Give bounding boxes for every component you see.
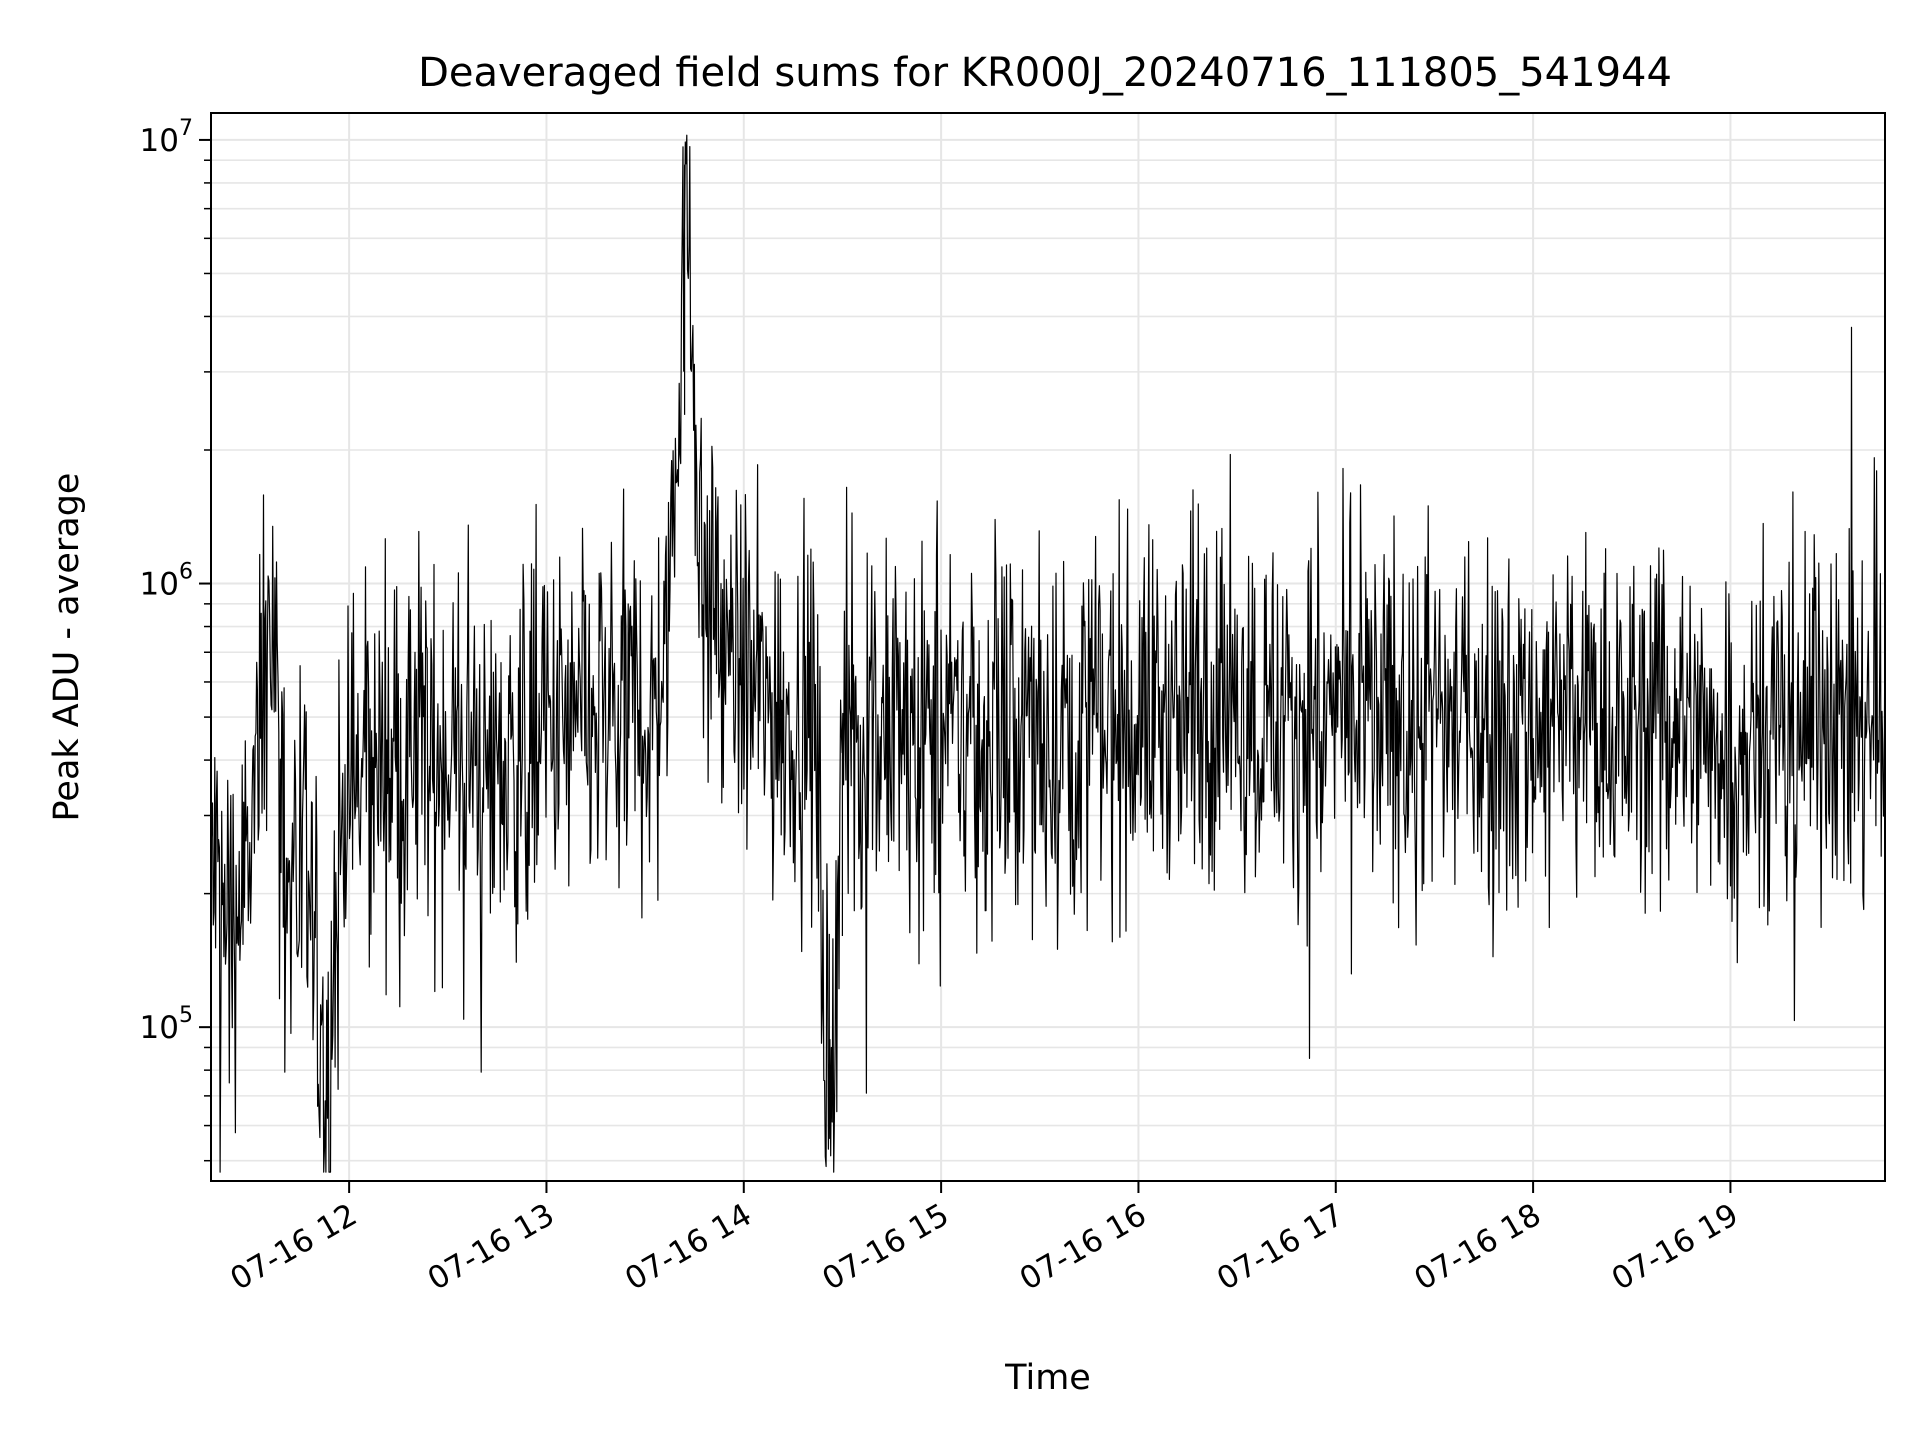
y-tick-label: 107 — [140, 116, 193, 159]
plot-area — [210, 134, 1886, 1173]
y-axis-label: Peak ADU - average — [47, 473, 87, 822]
chart-title: Deaveraged field sums for KR000J_2024071… — [418, 50, 1672, 96]
series-line — [210, 134, 1886, 1173]
x-axis-label: Time — [1004, 1358, 1091, 1398]
y-tick-label: 105 — [140, 1003, 193, 1046]
y-tick-label: 106 — [140, 560, 193, 603]
plot-frame — [210, 112, 1886, 1182]
y-axis: 105 106 107 — [140, 116, 211, 1162]
